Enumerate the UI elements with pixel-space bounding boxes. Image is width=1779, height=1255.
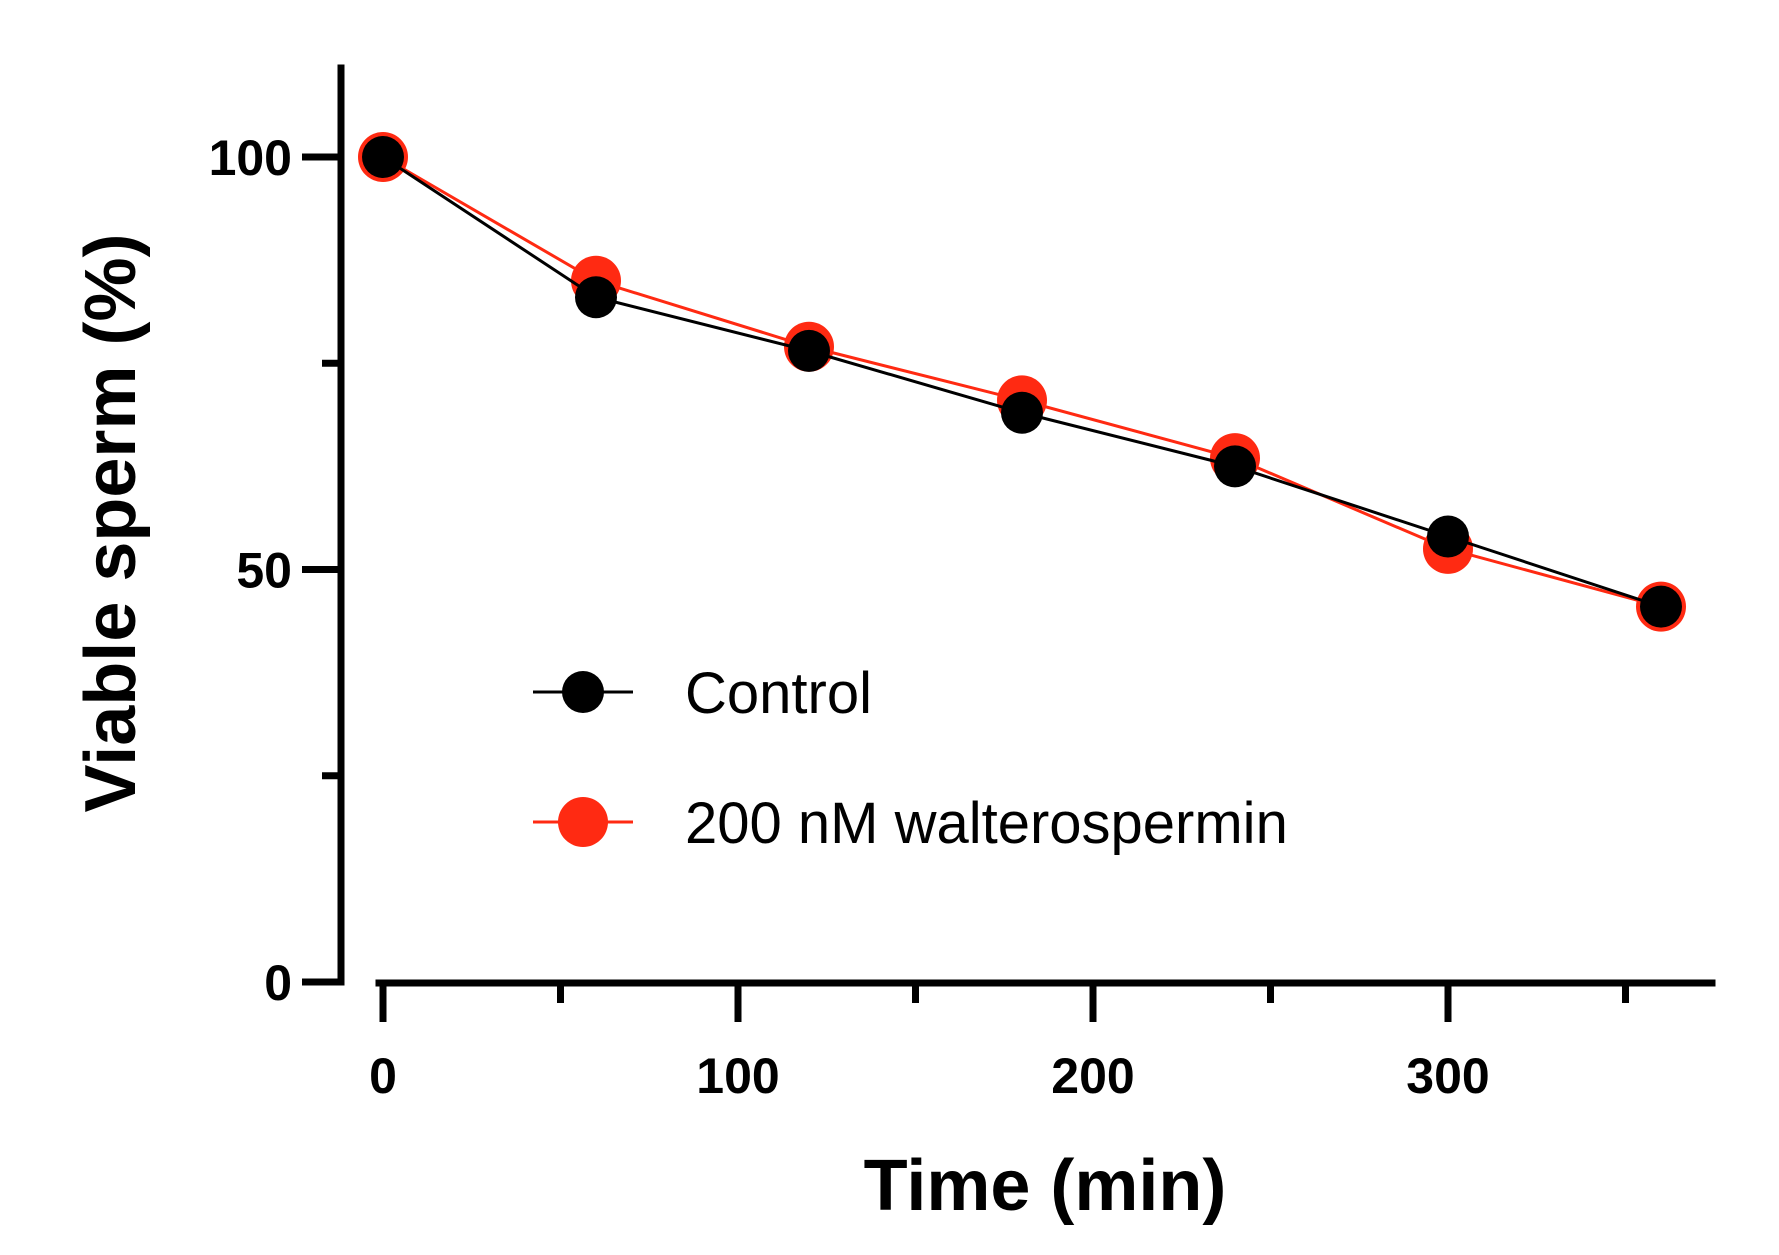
legend-item-control: Control bbox=[533, 661, 872, 726]
data-point bbox=[575, 276, 617, 319]
tick-labels: 0 50 100 0 100 200 300 bbox=[209, 130, 1490, 1104]
legend-label: Control bbox=[685, 661, 872, 726]
y-tick-label: 0 bbox=[264, 955, 292, 1011]
legend: Control 200 nM walterospermin bbox=[533, 661, 1288, 856]
y-axis-title: Viable sperm (%) bbox=[71, 234, 151, 813]
data-point bbox=[362, 136, 404, 178]
y-tick-label: 100 bbox=[209, 130, 292, 186]
legend-marker bbox=[558, 797, 608, 847]
series-walterospermin bbox=[358, 132, 1686, 632]
series-control bbox=[362, 136, 1682, 628]
legend-label: 200 nM walterospermin bbox=[685, 791, 1288, 856]
y-tick-label: 50 bbox=[236, 543, 292, 599]
data-point bbox=[1640, 585, 1682, 628]
axes bbox=[337, 64, 1716, 987]
data-point bbox=[1214, 445, 1256, 488]
data-point bbox=[1001, 391, 1043, 434]
legend-marker bbox=[562, 671, 604, 713]
data-point bbox=[788, 329, 830, 372]
data-point bbox=[1427, 515, 1469, 558]
x-tick-label: 100 bbox=[696, 1048, 779, 1104]
tick-marks bbox=[302, 153, 1629, 1022]
x-tick-label: 200 bbox=[1051, 1048, 1134, 1104]
x-tick-label: 0 bbox=[369, 1048, 397, 1104]
series-layer bbox=[358, 132, 1686, 632]
x-axis-title: Time (min) bbox=[864, 1146, 1227, 1226]
x-tick-label: 300 bbox=[1406, 1048, 1489, 1104]
legend-item-walterospermin: 200 nM walterospermin bbox=[533, 791, 1288, 856]
